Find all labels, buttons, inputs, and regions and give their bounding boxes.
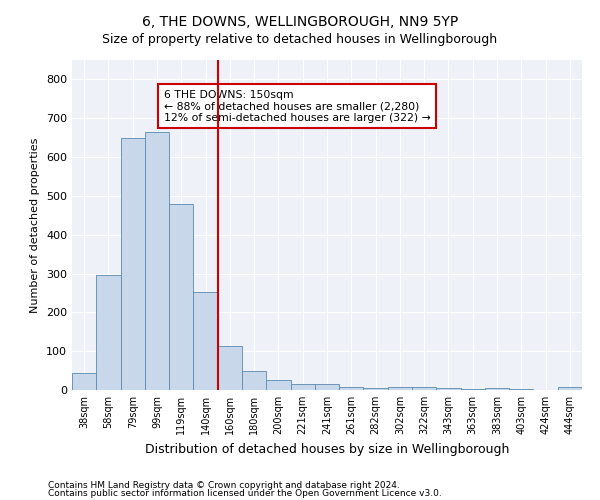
Bar bbox=[412, 387, 436, 390]
Bar bbox=[96, 276, 121, 390]
Text: Contains HM Land Registry data © Crown copyright and database right 2024.: Contains HM Land Registry data © Crown c… bbox=[48, 480, 400, 490]
Text: 6, THE DOWNS, WELLINGBOROUGH, NN9 5YP: 6, THE DOWNS, WELLINGBOROUGH, NN9 5YP bbox=[142, 15, 458, 29]
Bar bbox=[193, 292, 218, 390]
Bar bbox=[436, 388, 461, 390]
Bar bbox=[242, 370, 266, 390]
Bar bbox=[169, 204, 193, 390]
Bar bbox=[72, 372, 96, 390]
Text: 6 THE DOWNS: 150sqm
← 88% of detached houses are smaller (2,280)
12% of semi-det: 6 THE DOWNS: 150sqm ← 88% of detached ho… bbox=[164, 90, 431, 123]
Bar bbox=[339, 387, 364, 390]
Bar bbox=[290, 384, 315, 390]
Text: Size of property relative to detached houses in Wellingborough: Size of property relative to detached ho… bbox=[103, 32, 497, 46]
Bar bbox=[145, 132, 169, 390]
Bar bbox=[266, 380, 290, 390]
Y-axis label: Number of detached properties: Number of detached properties bbox=[31, 138, 40, 312]
Bar bbox=[558, 387, 582, 390]
Bar bbox=[461, 389, 485, 390]
Bar bbox=[315, 384, 339, 390]
Text: Contains public sector information licensed under the Open Government Licence v3: Contains public sector information licen… bbox=[48, 490, 442, 498]
X-axis label: Distribution of detached houses by size in Wellingborough: Distribution of detached houses by size … bbox=[145, 442, 509, 456]
Bar bbox=[218, 346, 242, 390]
Bar bbox=[388, 387, 412, 390]
Bar bbox=[509, 389, 533, 390]
Bar bbox=[364, 388, 388, 390]
Bar bbox=[121, 138, 145, 390]
Bar bbox=[485, 388, 509, 390]
